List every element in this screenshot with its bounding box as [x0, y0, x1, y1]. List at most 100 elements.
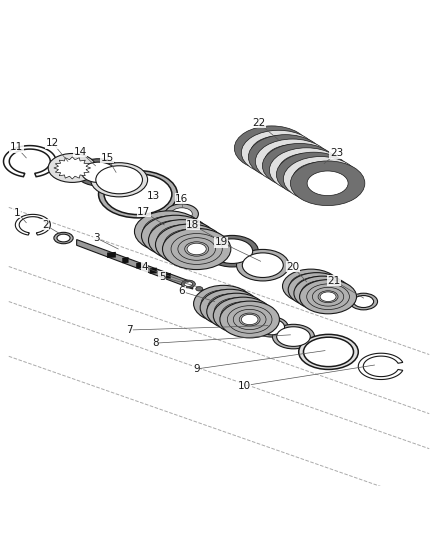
Ellipse shape [104, 174, 172, 215]
Ellipse shape [76, 159, 121, 186]
Ellipse shape [54, 232, 73, 244]
Ellipse shape [294, 276, 351, 310]
Text: 1: 1 [14, 208, 21, 217]
Ellipse shape [165, 204, 198, 224]
Ellipse shape [272, 324, 314, 349]
Text: 17: 17 [137, 207, 150, 217]
Text: 20: 20 [286, 262, 299, 271]
Polygon shape [150, 268, 157, 274]
Ellipse shape [91, 163, 148, 197]
Ellipse shape [293, 162, 334, 187]
Text: 4: 4 [141, 262, 148, 272]
Ellipse shape [251, 136, 292, 160]
Ellipse shape [234, 126, 309, 171]
Text: 8: 8 [152, 338, 159, 348]
Ellipse shape [248, 135, 323, 179]
Ellipse shape [299, 334, 358, 369]
Polygon shape [15, 214, 50, 235]
Ellipse shape [241, 130, 316, 175]
Ellipse shape [279, 154, 320, 178]
Ellipse shape [269, 148, 344, 192]
Ellipse shape [290, 161, 365, 206]
Ellipse shape [201, 290, 208, 294]
Text: 2: 2 [42, 220, 49, 230]
Ellipse shape [215, 298, 232, 309]
Ellipse shape [304, 337, 353, 367]
Text: 3: 3 [93, 233, 100, 243]
Ellipse shape [220, 301, 279, 338]
Ellipse shape [200, 289, 260, 326]
Ellipse shape [303, 281, 319, 291]
Ellipse shape [206, 293, 213, 297]
Ellipse shape [213, 297, 273, 334]
Ellipse shape [81, 162, 116, 182]
Ellipse shape [309, 285, 325, 295]
Ellipse shape [194, 285, 253, 322]
Ellipse shape [166, 230, 185, 241]
Ellipse shape [48, 154, 96, 182]
Ellipse shape [314, 288, 330, 298]
Ellipse shape [242, 253, 283, 278]
Ellipse shape [207, 293, 266, 330]
Ellipse shape [288, 273, 345, 307]
Text: 14: 14 [74, 147, 87, 157]
Ellipse shape [180, 239, 199, 251]
Ellipse shape [159, 225, 178, 237]
Polygon shape [107, 252, 116, 258]
Text: 13: 13 [147, 191, 160, 201]
Text: 16: 16 [175, 193, 188, 204]
Ellipse shape [283, 157, 358, 201]
Ellipse shape [57, 234, 70, 242]
Text: 12: 12 [46, 138, 59, 148]
Ellipse shape [350, 293, 378, 310]
Ellipse shape [237, 249, 289, 281]
Ellipse shape [265, 145, 306, 169]
Polygon shape [54, 157, 91, 179]
Text: 23: 23 [330, 149, 343, 158]
Ellipse shape [196, 287, 203, 291]
Ellipse shape [255, 139, 330, 184]
Ellipse shape [206, 236, 258, 267]
Ellipse shape [300, 280, 357, 314]
Ellipse shape [262, 143, 337, 188]
Ellipse shape [258, 319, 285, 335]
Ellipse shape [320, 292, 336, 302]
Text: 11: 11 [10, 142, 23, 152]
Polygon shape [164, 273, 171, 279]
Ellipse shape [187, 243, 206, 255]
Text: 5: 5 [159, 272, 166, 282]
Text: 22: 22 [252, 118, 265, 128]
Ellipse shape [235, 310, 251, 321]
Ellipse shape [241, 314, 258, 325]
Text: 21: 21 [327, 276, 340, 286]
Ellipse shape [228, 306, 245, 317]
Text: 15: 15 [101, 153, 114, 163]
Ellipse shape [283, 269, 339, 303]
Ellipse shape [155, 224, 224, 265]
Polygon shape [358, 353, 403, 379]
Ellipse shape [222, 303, 238, 313]
Text: 6: 6 [178, 286, 185, 296]
Polygon shape [136, 262, 142, 269]
Ellipse shape [171, 208, 192, 220]
Text: 18: 18 [186, 220, 199, 230]
Ellipse shape [141, 215, 210, 256]
Text: 9: 9 [193, 364, 200, 374]
Ellipse shape [277, 327, 310, 346]
Polygon shape [122, 257, 129, 263]
Ellipse shape [276, 152, 351, 197]
Text: 19: 19 [215, 237, 228, 247]
Polygon shape [77, 239, 193, 289]
Ellipse shape [99, 171, 177, 218]
Text: 7: 7 [126, 325, 133, 335]
Ellipse shape [148, 220, 217, 261]
Polygon shape [4, 146, 56, 176]
Ellipse shape [181, 280, 195, 288]
Ellipse shape [134, 211, 203, 252]
Ellipse shape [212, 239, 253, 263]
Ellipse shape [96, 166, 142, 194]
Ellipse shape [307, 171, 348, 196]
Ellipse shape [162, 229, 231, 270]
Text: 10: 10 [238, 381, 251, 391]
Ellipse shape [353, 295, 374, 308]
